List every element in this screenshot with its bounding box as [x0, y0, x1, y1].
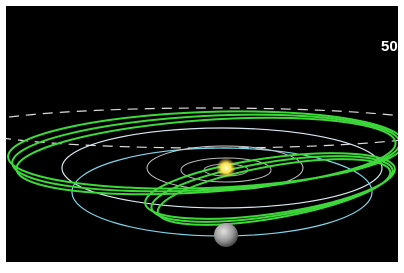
planet: [214, 223, 238, 247]
page: 50. (() => { const data = JSON.parse(doc…: [0, 0, 404, 273]
simulation-frame: 50.: [0, 0, 404, 273]
sun: [216, 158, 236, 178]
overlay-text: 50.: [381, 38, 402, 55]
viewport: 50.: [0, 6, 404, 262]
